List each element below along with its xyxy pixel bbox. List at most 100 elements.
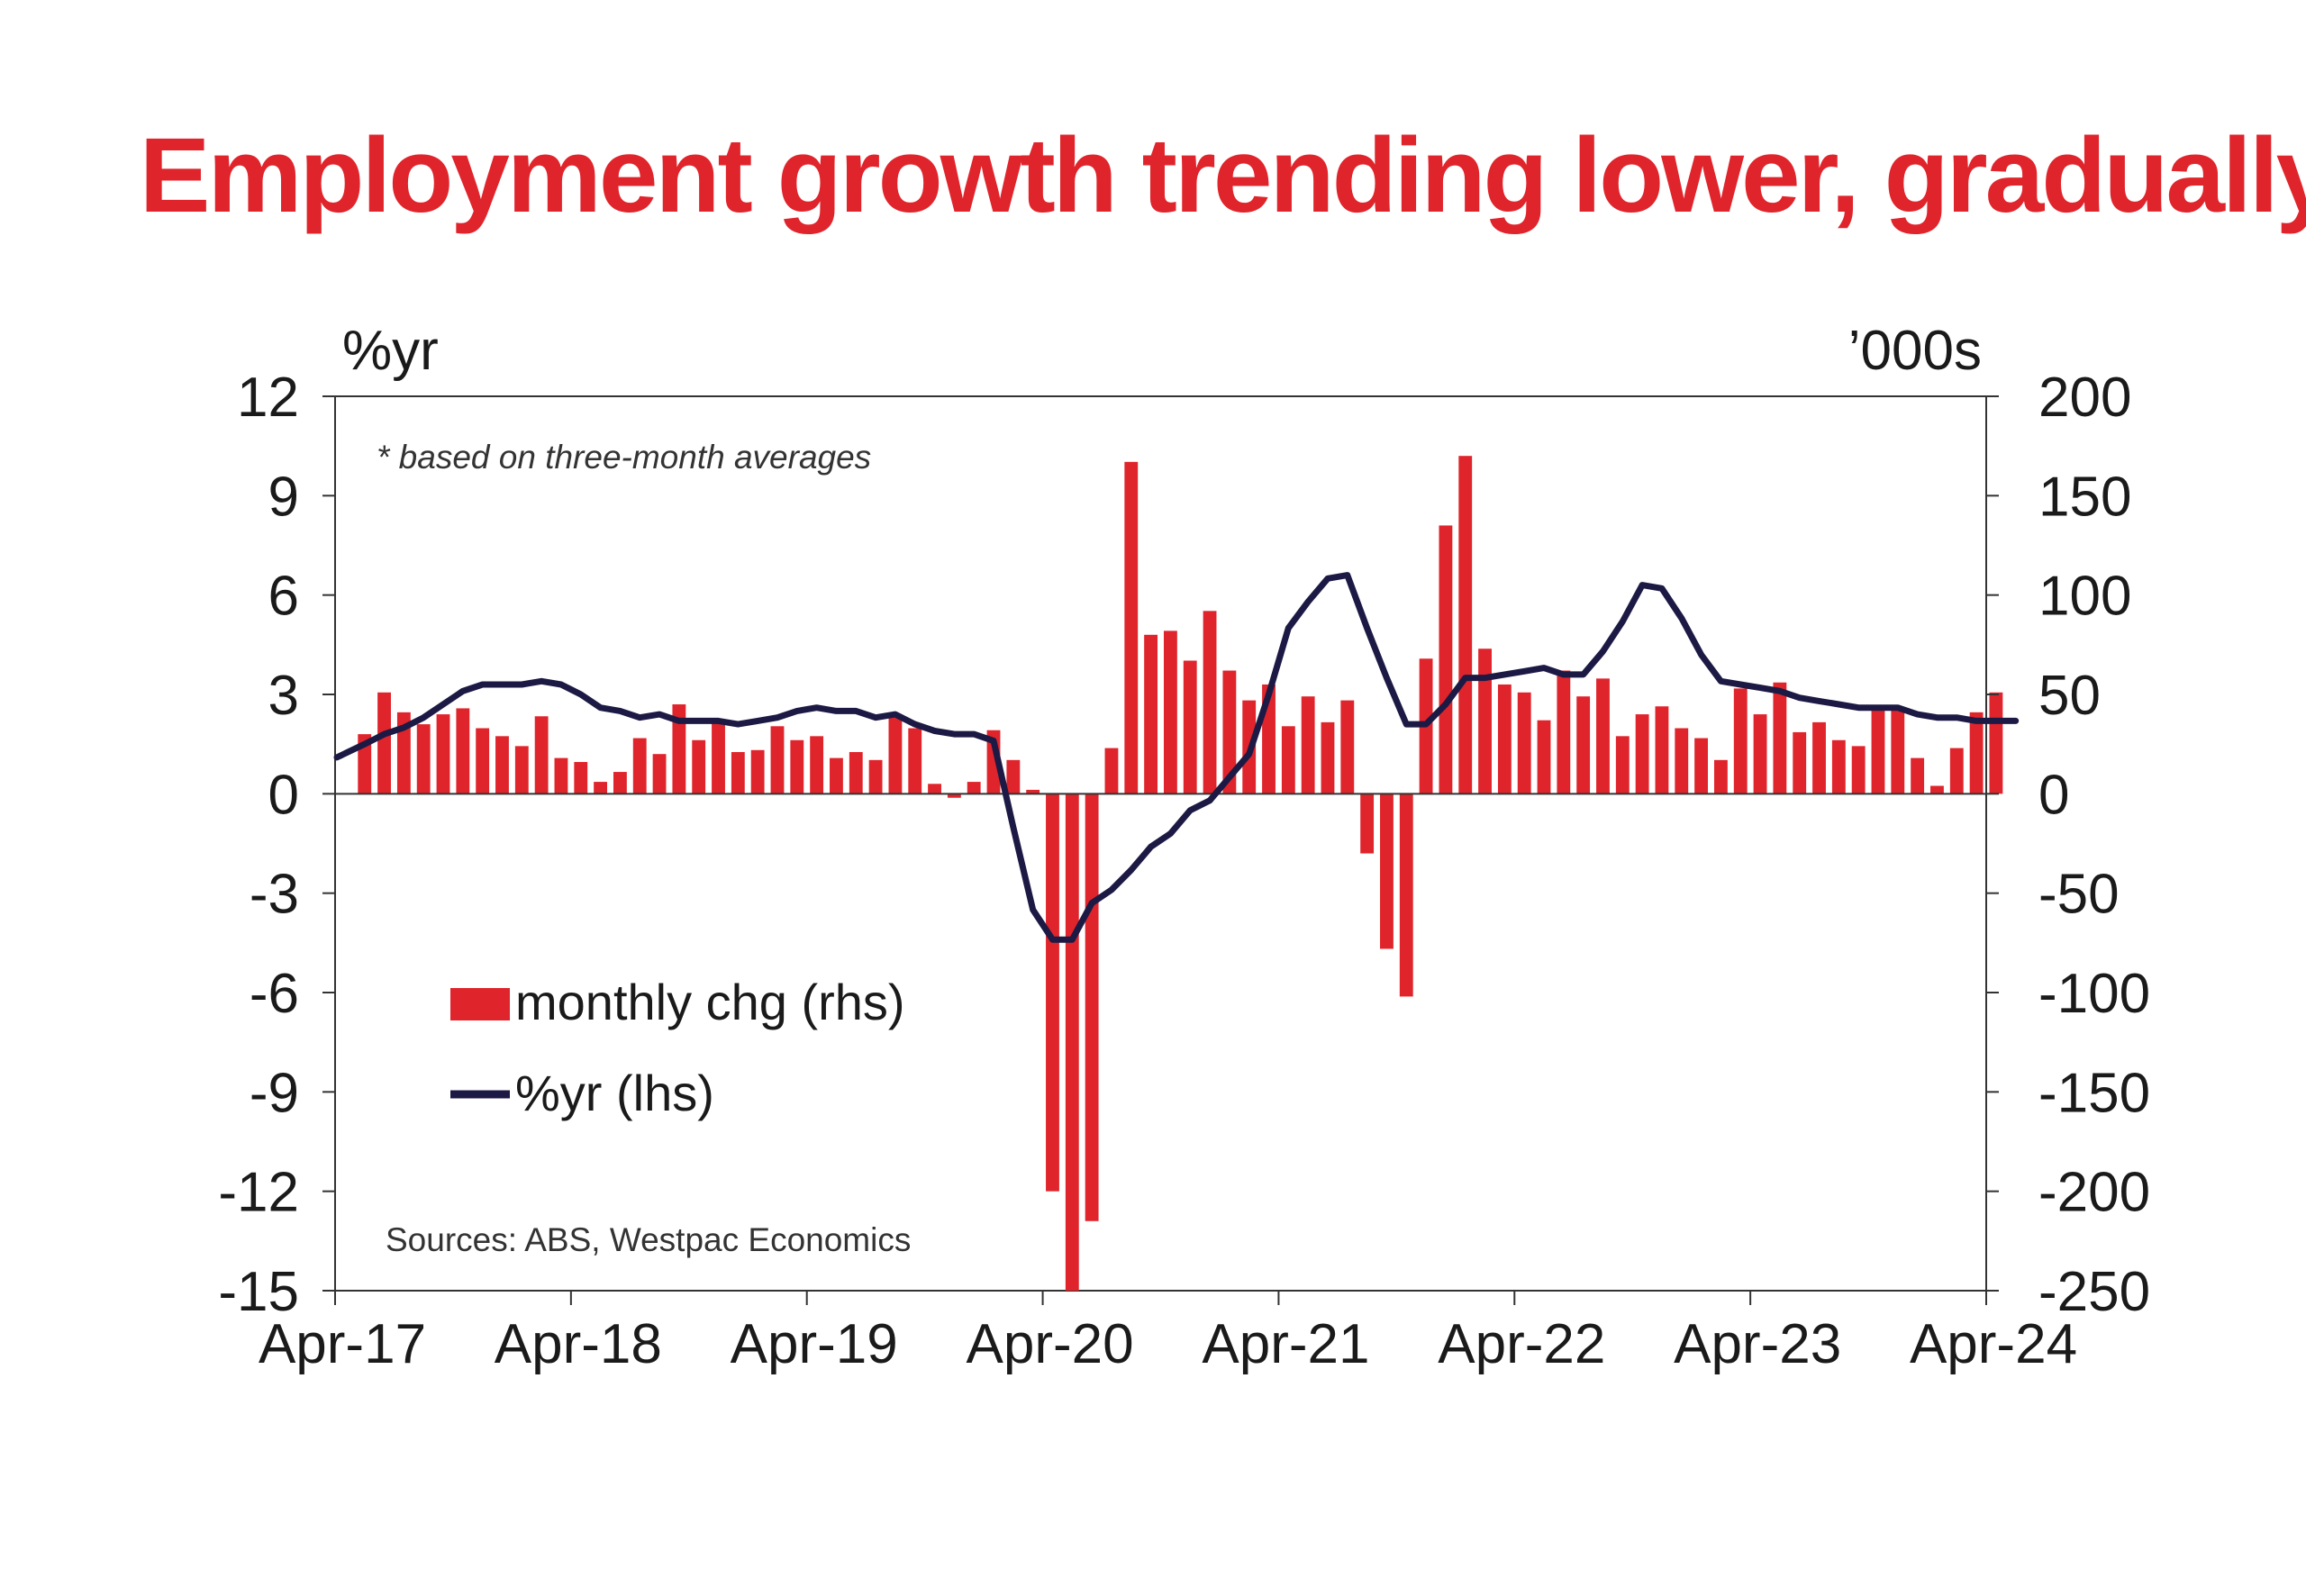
right-tick-label: -250: [2038, 1261, 2150, 1323]
bar: [1851, 746, 1866, 794]
bar: [712, 720, 725, 794]
left-tick-label: 6: [268, 566, 299, 628]
left-tick-label: -15: [218, 1261, 299, 1323]
bar: [1911, 757, 1925, 794]
line-series: [333, 572, 2020, 943]
line-path: [333, 572, 2020, 943]
chart-title: Employment growth trending lower, gradua…: [140, 116, 2306, 235]
bar: [1793, 731, 1807, 794]
bar: [1046, 793, 1059, 1192]
x-tick-label: Apr-17: [259, 1313, 426, 1375]
legend: monthly chg (rhs) %yr (lhs): [450, 974, 905, 1121]
x-tick-label: Apr-19: [731, 1313, 898, 1375]
bar: [1930, 785, 1944, 794]
bar: [1301, 696, 1315, 794]
bar: [908, 728, 922, 794]
bar: [830, 757, 843, 794]
bar: [1773, 682, 1787, 794]
bar: [1222, 670, 1237, 794]
left-tick-label: -12: [218, 1162, 299, 1224]
bar: [1104, 748, 1119, 794]
bar: [1203, 611, 1217, 794]
plot-area: [334, 395, 1987, 1292]
bar: [1871, 708, 1885, 794]
bar: [495, 736, 509, 794]
bar: [652, 754, 667, 794]
bar: [436, 714, 450, 794]
bar: [1321, 721, 1335, 794]
bar: [1478, 648, 1492, 794]
left-tick-label: 3: [268, 665, 299, 727]
bar: [1399, 793, 1413, 997]
bar: [1144, 634, 1158, 794]
bar: [1124, 461, 1139, 794]
right-tick-label: -100: [2038, 963, 2150, 1025]
bar: [1183, 660, 1197, 794]
bar: [1281, 726, 1295, 794]
x-tick-label: Apr-18: [495, 1313, 662, 1375]
bar: [1065, 793, 1079, 1291]
left-tick-label: -6: [250, 963, 299, 1025]
left-tick-label: 0: [268, 764, 299, 826]
x-tick-label: Apr-22: [1438, 1313, 1605, 1375]
bar: [750, 749, 765, 794]
bar: [810, 736, 824, 794]
bar: [1831, 739, 1846, 794]
bar: [928, 784, 941, 794]
bar: [692, 739, 706, 794]
bar: [770, 726, 785, 794]
right-tick-label: 100: [2038, 566, 2131, 628]
bar: [1163, 630, 1177, 794]
bar: [1537, 720, 1551, 794]
bar: [672, 704, 686, 794]
legend-bar-label: monthly chg (rhs): [515, 974, 905, 1030]
left-tick-label: 12: [237, 367, 299, 429]
legend-line-label: %yr (lhs): [515, 1065, 714, 1121]
axes: 12 200 9 150 6 100 3 50 0 0 -3 -50 -6 -100 -9 -150 -12 -2…: [218, 367, 2150, 1375]
bar: [1006, 759, 1021, 794]
right-axis-unit: ’000s: [1848, 320, 1982, 382]
right-tick-label: -50: [2038, 864, 2120, 926]
x-tick-label: Apr-20: [967, 1313, 1134, 1375]
bar: [1635, 714, 1649, 794]
bar: [1713, 759, 1728, 794]
bar: [416, 724, 431, 794]
bar: [1085, 793, 1099, 1221]
x-tick-label: Apr-24: [1910, 1313, 2077, 1375]
bar: [1949, 748, 1964, 794]
bar: [868, 759, 883, 794]
bar: [1340, 700, 1355, 794]
bar: [1360, 793, 1375, 854]
bar: [947, 793, 961, 798]
bar: [1655, 706, 1669, 794]
right-tick-label: -200: [2038, 1162, 2150, 1224]
bar: [1026, 789, 1040, 794]
bar: [456, 708, 470, 794]
left-tick-label: 9: [268, 466, 299, 528]
bar: [1753, 714, 1767, 794]
bar: [514, 746, 529, 794]
bar: [967, 782, 981, 794]
left-axis-unit: %yr: [342, 320, 439, 382]
bar: [396, 712, 411, 794]
bar: [1969, 712, 1984, 794]
bar: [377, 692, 391, 794]
x-tick-label: Apr-23: [1674, 1313, 1841, 1375]
bar: [476, 728, 490, 794]
right-tick-label: 0: [2038, 764, 2069, 826]
bar: [1675, 728, 1689, 794]
bar: [849, 751, 863, 794]
bar: [554, 757, 568, 794]
bar: [632, 738, 647, 794]
right-tick-label: 50: [2038, 665, 2101, 727]
bar: [1380, 793, 1394, 949]
bar-series: [358, 456, 2003, 1291]
bar: [731, 751, 745, 794]
bar: [574, 762, 588, 794]
bar: [1891, 708, 1905, 794]
bar: [1576, 696, 1591, 794]
bar: [1497, 684, 1512, 794]
chart-note: * based on three-month averages: [377, 439, 871, 476]
left-tick-label: -3: [250, 864, 299, 926]
